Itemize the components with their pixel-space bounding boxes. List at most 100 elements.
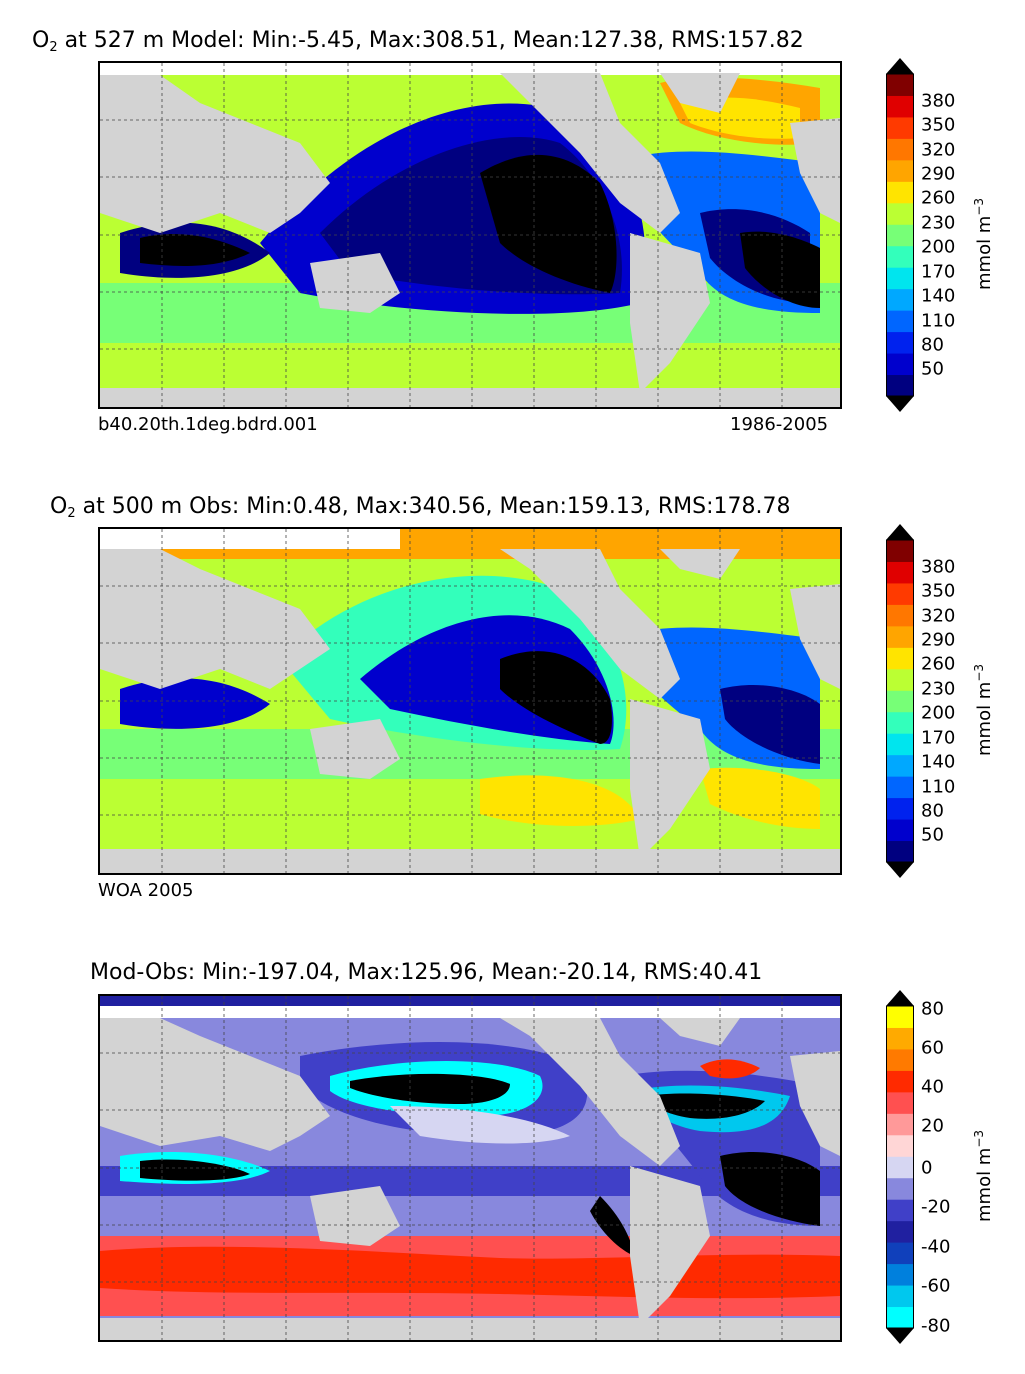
panel1-title: O2 at 527 m Model: Min:-5.45, Max:308.51… [32, 28, 804, 55]
tick: 170 [921, 727, 956, 749]
colorbar-segment [886, 159, 914, 182]
colorbar-segment [886, 819, 914, 842]
panel2-unit-label: mmol m−3 [972, 663, 995, 756]
tick: 380 [921, 556, 956, 578]
colorbar-segment [886, 353, 914, 376]
colorbar-min-extension [886, 862, 914, 878]
panel2-colorbar [886, 524, 914, 878]
colorbar-segment [886, 1113, 914, 1136]
colorbar-segment [886, 1091, 914, 1114]
colorbar-segment [886, 668, 914, 691]
colorbar-segment [886, 310, 914, 333]
panel3-title: Mod-Obs: Min:-197.04, Max:125.96, Mean:-… [90, 960, 763, 985]
tick: 50 [921, 358, 944, 380]
colorbar-segment [886, 74, 914, 96]
tick: 200 [921, 702, 956, 724]
tick: 320 [921, 605, 956, 627]
colorbar-segment [886, 561, 914, 584]
colorbar-segment [886, 1263, 914, 1286]
colorbar-segment [886, 1220, 914, 1243]
tick: 20 [921, 1115, 944, 1137]
panel2-title: O2 at 500 m Obs: Min:0.48, Max:340.56, M… [50, 494, 791, 521]
colorbar-segment [886, 797, 914, 820]
tick: 170 [921, 261, 956, 283]
colorbar-segment [886, 647, 914, 670]
colorbar-segment [886, 711, 914, 734]
panel3-unit-label: mmol m−3 [972, 1129, 995, 1222]
panel1-colorbar [886, 58, 914, 412]
colorbar-segment [886, 224, 914, 247]
colorbar-border [886, 73, 914, 397]
tick: 260 [921, 187, 956, 209]
colorbar-segment [886, 1006, 914, 1028]
colorbar-max-extension [886, 524, 914, 540]
tick: 320 [921, 139, 956, 161]
colorbar-border [886, 1005, 914, 1329]
colorbar-segment [886, 181, 914, 204]
colorbar-segment [886, 245, 914, 268]
colorbar-segment [886, 754, 914, 777]
tick: 140 [921, 751, 956, 773]
tick: 260 [921, 653, 956, 675]
colorbar-border [886, 539, 914, 863]
colorbar-segment [886, 202, 914, 225]
colorbar-segment [886, 776, 914, 799]
panel1-map [98, 61, 842, 409]
tick: 230 [921, 212, 956, 234]
colorbar-segment [886, 1177, 914, 1200]
tick: -40 [921, 1236, 951, 1258]
tick: 40 [921, 1076, 944, 1098]
colorbar-segment [886, 331, 914, 354]
colorbar-min-extension [886, 396, 914, 412]
colorbar-segment [886, 625, 914, 648]
colorbar-segment [886, 267, 914, 290]
colorbar-segment [886, 1156, 914, 1179]
tick: 200 [921, 236, 956, 258]
panel1-right-note: 1986-2005 [730, 414, 829, 435]
tick: 80 [921, 998, 944, 1020]
tick: 140 [921, 285, 956, 307]
panel2-left-note: WOA 2005 [98, 880, 194, 901]
colorbar-segment [886, 582, 914, 605]
colorbar-segment [886, 1199, 914, 1222]
tick: 230 [921, 678, 956, 700]
colorbar-segment [886, 288, 914, 311]
colorbar-segment [886, 1070, 914, 1093]
tick: 110 [921, 776, 956, 798]
panel1-left-note: b40.20th.1deg.bdrd.001 [98, 414, 318, 435]
tick: 290 [921, 163, 956, 185]
tick: -80 [921, 1315, 951, 1337]
colorbar-segment [886, 733, 914, 756]
tick: 0 [921, 1157, 933, 1179]
colorbar-segment [886, 540, 914, 562]
tick: 50 [921, 824, 944, 846]
colorbar-max-extension [886, 990, 914, 1006]
colorbar-segment [886, 1285, 914, 1308]
colorbar-segment [886, 1242, 914, 1265]
colorbar-segment [886, 1306, 914, 1329]
tick: -20 [921, 1196, 951, 1218]
colorbar-segment [886, 690, 914, 713]
colorbar-segment [886, 840, 914, 863]
colorbar-max-extension [886, 58, 914, 74]
tick: 350 [921, 580, 956, 602]
colorbar-min-extension [886, 1328, 914, 1344]
colorbar-segment [886, 374, 914, 397]
colorbar-segment [886, 1134, 914, 1157]
tick: 290 [921, 629, 956, 651]
colorbar-segment [886, 116, 914, 139]
panel1-unit-label: mmol m−3 [972, 197, 995, 290]
colorbar-segment [886, 95, 914, 118]
colorbar-segment [886, 1027, 914, 1050]
colorbar-segment [886, 138, 914, 161]
tick: 80 [921, 334, 944, 356]
panel2-map [98, 527, 842, 875]
tick: 350 [921, 114, 956, 136]
colorbar-segment [886, 1048, 914, 1071]
tick: 80 [921, 800, 944, 822]
colorbar-segment [886, 604, 914, 627]
tick: 60 [921, 1037, 944, 1059]
panel3-colorbar [886, 990, 914, 1344]
tick: 380 [921, 90, 956, 112]
panel3-map [98, 994, 842, 1342]
